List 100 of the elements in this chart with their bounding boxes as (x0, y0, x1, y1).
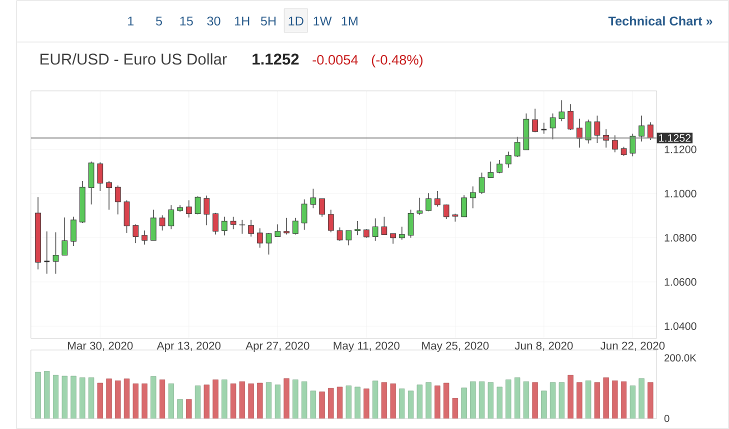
candlestick (372, 218, 378, 242)
text: -0.0054 (312, 54, 358, 65)
candlestick (505, 151, 512, 168)
candlestick (630, 133, 636, 157)
candlestick (239, 219, 246, 234)
candlestick (594, 115, 600, 144)
text: 30 (207, 16, 220, 26)
x-tick-label: Jun 22, 2020 (600, 342, 665, 351)
candlestick (381, 216, 388, 235)
candlestick (408, 209, 414, 238)
candlestick (52, 232, 59, 274)
bar (310, 390, 316, 418)
x-tick-label: Jun 8, 2020 (514, 342, 573, 351)
candlestick (328, 209, 334, 233)
bar (222, 379, 228, 418)
candlestick (576, 118, 582, 148)
bar (230, 383, 236, 418)
candlestick (426, 192, 432, 212)
bar (434, 385, 440, 418)
y-tick-label: 1.1000 (664, 190, 696, 198)
candlestick (346, 230, 352, 246)
bar (354, 386, 360, 418)
bar (124, 378, 130, 418)
candlestick (310, 188, 316, 208)
candlestick (647, 122, 654, 140)
candlestick (514, 136, 520, 158)
bar (496, 386, 502, 418)
candlestick (443, 204, 450, 220)
text: 1M (342, 16, 358, 26)
candlestick (470, 186, 476, 208)
candlestick (266, 232, 272, 255)
bar (159, 379, 166, 418)
y-tick-label: 1.0600 (664, 278, 696, 286)
text: 1 (128, 16, 134, 26)
candlestick (416, 197, 423, 216)
text: (-0.48%) (372, 54, 423, 68)
candlestick (221, 216, 228, 236)
candlestick (434, 190, 440, 207)
candlestick (97, 162, 104, 192)
candlestick (274, 224, 281, 237)
bar (452, 398, 458, 418)
candlestick (532, 108, 538, 133)
bar (52, 374, 59, 418)
text: Technical Chart » (608, 16, 712, 26)
x-tick-label: Apr 13, 2020 (156, 342, 221, 352)
candlestick (212, 212, 218, 235)
bar (506, 379, 512, 418)
candlestick (301, 198, 308, 230)
candlestick (132, 224, 139, 244)
bar (212, 379, 218, 418)
bar (204, 384, 210, 418)
y-tick-label: 1.0800 (664, 234, 696, 242)
candlestick (336, 226, 343, 242)
bar (585, 380, 592, 418)
x-tick-label: May 25, 2020 (422, 342, 489, 352)
y-tick-label: 1.1200 (664, 146, 696, 154)
candlestick (70, 216, 76, 246)
bar (97, 382, 104, 418)
bar (168, 383, 174, 418)
candlestick (142, 230, 148, 245)
candlestick (478, 172, 485, 194)
candlestick (204, 195, 210, 226)
candlestick (159, 214, 166, 231)
candlestick (256, 228, 263, 248)
candlestick (292, 217, 298, 235)
candlestick (114, 184, 121, 215)
x-tick-label: Apr 27, 2020 (246, 342, 310, 352)
bar (399, 388, 405, 418)
candlestick (150, 209, 156, 241)
candlestick (550, 112, 556, 140)
candlestick (496, 160, 503, 174)
text: 1H (234, 16, 250, 26)
bar (319, 392, 325, 418)
candlestick (558, 100, 565, 122)
y-tick-label: 0 (664, 414, 670, 422)
x-tick-label: Mar 30, 2020 (68, 342, 133, 351)
x-tick-label: May 11, 2020 (334, 342, 400, 352)
bar (443, 382, 450, 418)
chart-title: EUR/USD - Euro US Dollar (40, 53, 227, 65)
candlestick (44, 230, 50, 274)
text: 5H (260, 16, 276, 26)
text: 1D (288, 16, 304, 26)
candlestick (461, 194, 468, 218)
candlestick (398, 226, 405, 240)
bar (106, 378, 112, 418)
y-tick-label: 1.0400 (664, 322, 696, 330)
candlestick (230, 216, 236, 230)
candlestick (168, 204, 174, 230)
bar (346, 385, 352, 418)
bar (461, 388, 467, 418)
candlestick (620, 146, 627, 156)
candlestick (186, 200, 192, 218)
y-tick-label: 200.0K (664, 354, 696, 362)
candlestick (585, 119, 592, 144)
candlestick (194, 196, 201, 215)
candlestick (354, 220, 360, 236)
candlestick (284, 217, 290, 235)
bar (239, 381, 246, 418)
bar (336, 386, 343, 418)
candlestick (488, 161, 494, 178)
